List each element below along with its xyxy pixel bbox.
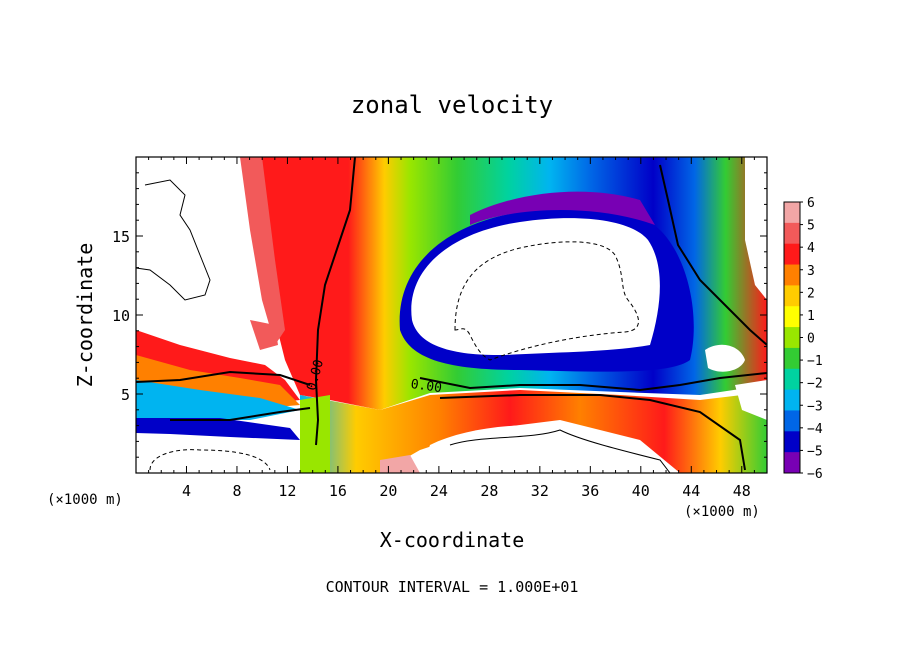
colorbar-swatch — [784, 389, 800, 411]
contour-solid-topleft — [136, 179, 211, 301]
x-tick-label: 28 — [480, 482, 498, 500]
contour-zero-vertical — [314, 157, 356, 446]
x-tick-label: 24 — [430, 482, 448, 500]
colorbar-label: −5 — [807, 444, 823, 459]
lower-band — [300, 390, 767, 473]
x-unit-left: (×1000 m) — [47, 492, 123, 508]
y-axis: 5 10 15 — [112, 156, 767, 474]
contour-label: 0.00 — [410, 377, 443, 396]
x-tick-label: 36 — [581, 482, 599, 500]
white-region-bottom-left — [136, 438, 300, 473]
x-tick-label: 40 — [632, 482, 650, 500]
white-region-top-left — [136, 157, 275, 340]
colorbar-label: 2 — [807, 286, 815, 301]
x-tick-label: 44 — [682, 482, 700, 500]
x-tick-label: 20 — [379, 482, 397, 500]
colorbar-label: 1 — [807, 309, 815, 324]
colorbar-swatch — [784, 202, 800, 224]
x-tick-label: 48 — [733, 482, 751, 500]
colorbar-swatch — [784, 410, 800, 432]
vortex-core — [411, 218, 660, 356]
x-unit-right: (×1000 m) — [684, 504, 760, 520]
colorbar-swatch — [784, 243, 800, 266]
x-tick-label: 4 — [182, 482, 191, 500]
colorbar: 6 5 4 3 2 1 0 −1 −2 −3 −4 −5 −6 — [783, 196, 823, 482]
x-tick-label: 12 — [278, 482, 296, 500]
colorbar-label: −2 — [807, 377, 823, 392]
y-tick-label: 15 — [112, 228, 130, 246]
x-tick-label: 32 — [531, 482, 549, 500]
colorbar-swatch — [784, 431, 800, 453]
colorbar-label: −1 — [807, 354, 823, 369]
x-tick-label: 8 — [232, 482, 241, 500]
footer-contour-interval: CONTOUR INTERVAL = 1.000E+01 — [326, 578, 579, 596]
colorbar-swatch — [784, 264, 800, 286]
colorbar-label: 5 — [807, 219, 815, 234]
contour-zero-right — [659, 164, 767, 346]
y-axis-label: Z-coordinate — [73, 243, 97, 388]
x-axis-label: X-coordinate — [380, 528, 525, 552]
colorbar-swatch — [784, 452, 800, 474]
colorbar-swatch — [784, 285, 800, 307]
colorbar-label: 3 — [807, 264, 815, 279]
colorbar-label: −4 — [807, 422, 823, 437]
colorbar-label: −3 — [807, 399, 823, 414]
plot-field: 0.00 0.00 — [136, 157, 767, 473]
y-tick-label: 5 — [121, 386, 130, 404]
white-region-bottom-center — [420, 425, 670, 473]
colorbar-swatch — [784, 347, 800, 370]
colorbar-label: 4 — [807, 241, 815, 256]
colorbar-swatch — [784, 368, 800, 391]
colorbar-label: −6 — [807, 467, 823, 482]
colorbar-label: 6 — [807, 196, 815, 211]
y-tick-label: 10 — [112, 307, 130, 325]
colorbar-label: 0 — [807, 332, 815, 347]
chart-title: zonal velocity — [351, 91, 553, 119]
contour-zero-horizontal — [136, 370, 767, 392]
contour-dashed-core — [454, 241, 639, 361]
white-region-right — [745, 157, 767, 300]
x-axis: 4 8 12 16 20 24 28 32 36 40 44 48 — [135, 157, 768, 500]
x-tick-label: 16 — [329, 482, 347, 500]
colorbar-swatch — [784, 327, 800, 349]
colorbar-swatch — [784, 222, 800, 245]
contour-dashed-bottomleft — [149, 449, 271, 471]
colorbar-swatch — [784, 306, 800, 328]
